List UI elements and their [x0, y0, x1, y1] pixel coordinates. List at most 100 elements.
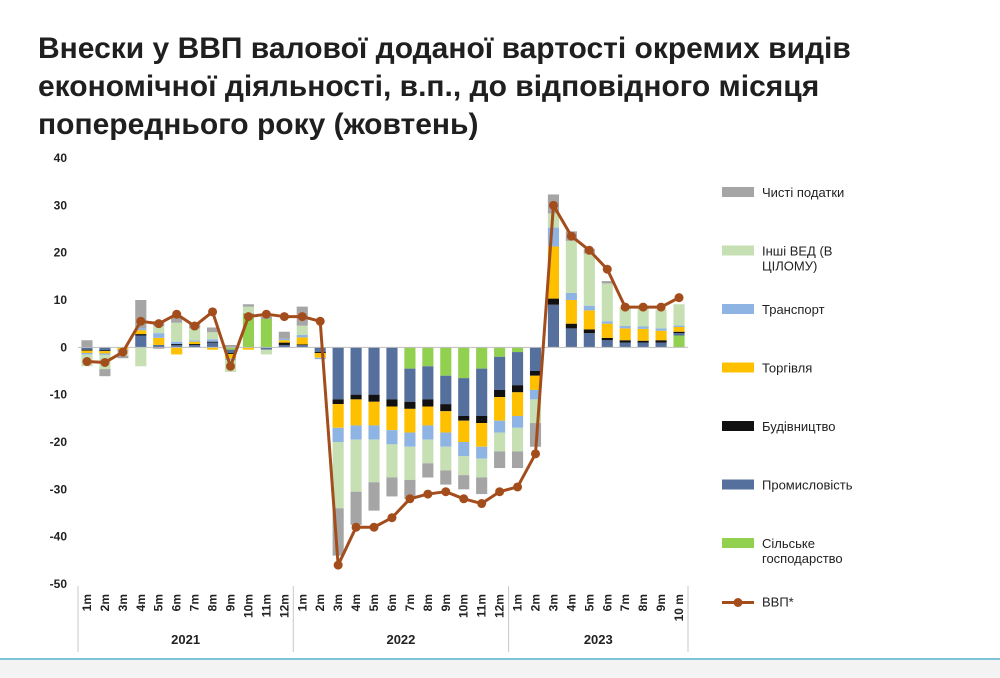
bar-segment [565, 328, 577, 348]
bottom-divider [0, 658, 1000, 660]
bar-segment [296, 344, 308, 348]
bar-segment [547, 227, 560, 247]
bar-segment [135, 328, 147, 331]
bar-segment [619, 340, 631, 343]
x-tick-label: 7m [403, 594, 417, 611]
legend-label: Чисті податки [762, 185, 844, 200]
legend-swatch [722, 362, 754, 373]
bar-segment [673, 326, 685, 332]
bar-segment [368, 439, 380, 483]
bar-segment [494, 397, 506, 421]
bar-segment [278, 331, 290, 339]
legend-swatch [722, 479, 754, 490]
bar-segment [386, 406, 398, 431]
bar-segment [117, 355, 129, 359]
legend-label: Торгівля [762, 361, 812, 376]
bar-segment [673, 325, 685, 327]
legend-label: Інші ВЕД (В [762, 244, 832, 259]
bar-segment [476, 368, 488, 416]
bar-segment [296, 335, 308, 338]
bar-segment [99, 347, 111, 351]
bar-segment [242, 314, 255, 348]
gdp-point [261, 309, 271, 319]
gdp-point [674, 293, 684, 303]
legend-swatch [722, 187, 754, 197]
bar-segment [511, 347, 524, 353]
bar-segment [440, 347, 452, 376]
x-tick-label: 7m [618, 594, 632, 611]
bar-segment [583, 329, 595, 334]
bar-segment [494, 432, 506, 452]
gdp-point [477, 499, 487, 509]
gdp-point [656, 302, 666, 312]
gdp-point [513, 482, 523, 492]
gdp-line [86, 203, 680, 567]
bar-segment [350, 399, 362, 426]
gdp-point [190, 321, 200, 331]
bar-segment [511, 427, 524, 452]
bar-segment [171, 315, 183, 323]
gdp-point [405, 494, 415, 504]
bar-segment [583, 253, 595, 306]
bar-segment [601, 321, 613, 324]
bar-segment [511, 451, 524, 469]
y-tick-label: -10 [50, 388, 68, 402]
bar-segment [153, 333, 165, 338]
gdp-point [584, 245, 594, 255]
bar-segment [314, 347, 326, 353]
bar-segment [404, 432, 416, 447]
bar-segment [494, 420, 506, 433]
bar-segment [206, 327, 219, 333]
legend-line-marker [733, 598, 743, 607]
bar-segment [440, 470, 452, 485]
bar-segment [368, 401, 380, 426]
bar-segment [637, 340, 649, 343]
bar-segment [494, 451, 506, 469]
bar-segment [368, 347, 380, 395]
bar-segment [314, 357, 326, 360]
x-tick-label: 10 m [672, 594, 686, 621]
bar-segment [171, 344, 183, 348]
bar-segment [242, 347, 255, 350]
bar-segment [529, 399, 542, 424]
bar-segment [601, 323, 613, 338]
y-tick-label: 0 [60, 340, 67, 354]
bar-segment [440, 375, 452, 405]
bar-segment [171, 344, 183, 345]
bar-segment [368, 394, 380, 402]
bar-segment [332, 347, 344, 400]
gdp-point [423, 489, 433, 499]
bar-segment [350, 491, 362, 525]
bar-segment [99, 353, 111, 355]
bar-segment [206, 347, 219, 350]
bar-segment [655, 330, 667, 341]
gdp-point [100, 357, 110, 367]
bar-segment [619, 326, 631, 329]
legend-label: Сільське [762, 536, 815, 551]
x-tick-label: 7m [188, 594, 202, 611]
bar-segment [332, 427, 344, 442]
chart-title: Внески у ВВП валової доданої вартості ок… [38, 30, 958, 144]
legend-label: ВВП* [762, 595, 794, 610]
bar-segment [673, 335, 685, 348]
bar-segment [511, 415, 524, 428]
bar-segment [81, 349, 93, 351]
bar-segment [332, 508, 344, 556]
bar-segment [494, 356, 506, 390]
bar-segment [135, 334, 147, 336]
chart-title-line-2: економічної діяльності, в.п., до відпові… [38, 70, 820, 103]
bar-segment [368, 482, 380, 511]
x-tick-label: 1m [511, 594, 525, 611]
bar-segment [601, 340, 613, 348]
bar-segment [206, 341, 219, 343]
bar-segment [440, 432, 452, 447]
legend-label: Транспорт [762, 302, 825, 317]
x-tick-label: 8m [421, 594, 435, 611]
legend-label: Промисловість [762, 478, 853, 493]
bar-segment [171, 341, 183, 345]
bottom-band [0, 660, 1000, 678]
year-label: 2021 [171, 632, 200, 647]
gdp-point [297, 312, 307, 322]
bar-segment [422, 439, 434, 464]
bar-segment [296, 337, 308, 345]
